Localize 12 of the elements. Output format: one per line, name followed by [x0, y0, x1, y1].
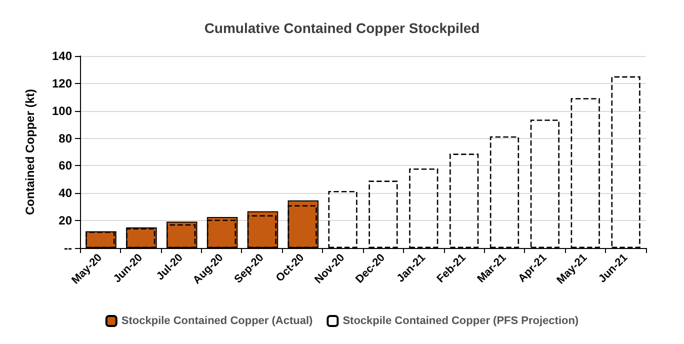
- y-tick-label: 100: [52, 104, 72, 118]
- y-tick-label: 140: [52, 49, 72, 63]
- y-axis-title: Contained Copper (kt): [23, 89, 37, 215]
- legend-label: Stockpile Contained Copper (PFS Projection): [342, 315, 579, 327]
- y-tick-label: 60: [58, 158, 72, 173]
- y-tick-label: 40: [58, 186, 72, 200]
- legend-label: Stockpile Contained Copper (Actual): [121, 315, 314, 327]
- y-tick-label: 120: [52, 76, 72, 90]
- y-tick-label: 20: [58, 214, 72, 228]
- y-tick-label: 80: [58, 131, 72, 146]
- chart-title: Cumulative Contained Copper Stockpiled: [204, 20, 480, 36]
- y-tick-label: --: [64, 241, 72, 255]
